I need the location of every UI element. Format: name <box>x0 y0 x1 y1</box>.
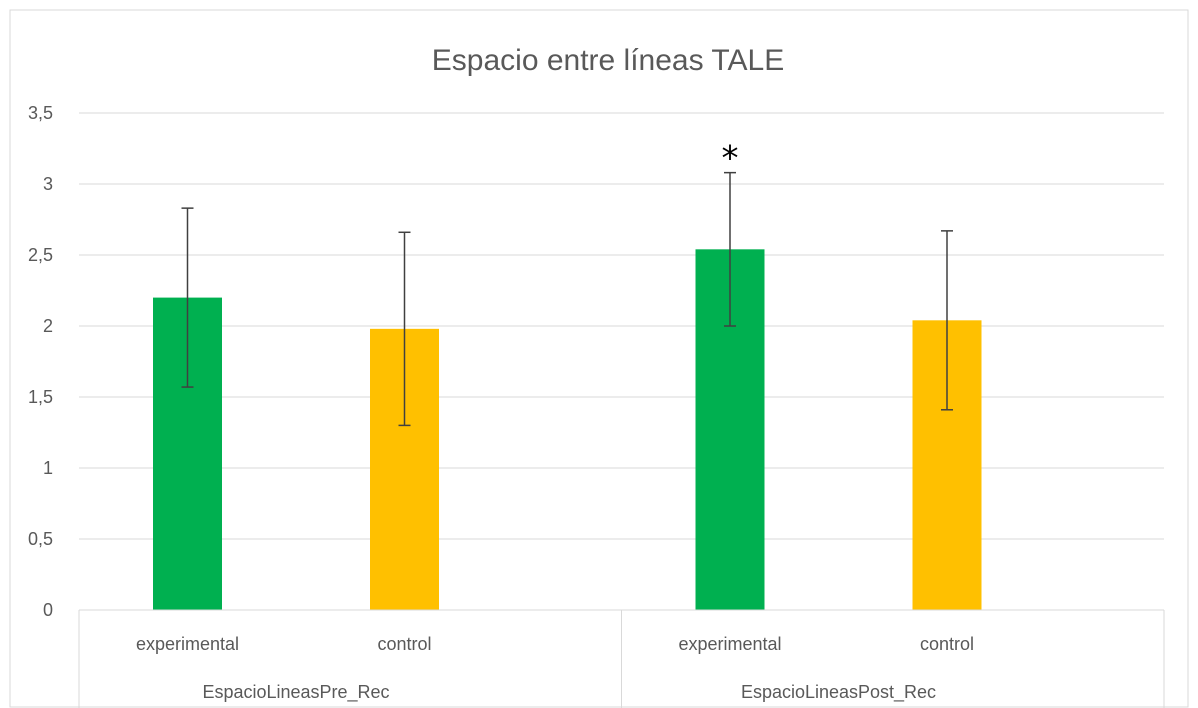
x-axis-labels: experimental control EspacioLineasPre_Rec *… <box>136 139 974 703</box>
y-tick-label: 0 <box>43 600 53 620</box>
error-bars <box>181 171 953 427</box>
x-group-label: EspacioLineasPre_Rec <box>202 682 389 703</box>
y-tick-label: 0,5 <box>28 529 53 549</box>
bars <box>153 249 982 610</box>
significance-marker: * <box>722 139 739 179</box>
y-tick-label: 1 <box>43 458 53 478</box>
x-group-label: EspacioLineasPost_Rec <box>741 682 936 703</box>
x-category-label: experimental <box>136 634 239 654</box>
y-tick-label: 2,5 <box>28 245 53 265</box>
x-category-label: control <box>920 634 974 654</box>
x-category-label: control <box>377 634 431 654</box>
y-tick-label: 3 <box>43 174 53 194</box>
y-tick-label: 1,5 <box>28 387 53 407</box>
gridlines <box>79 112 1164 540</box>
x-category-label: experimental <box>678 634 781 654</box>
y-tick-label: 3,5 <box>28 103 53 123</box>
x-axis <box>78 609 1165 708</box>
y-tick-label: 2 <box>43 316 53 336</box>
chart-title: Espacio entre líneas TALE <box>432 44 784 77</box>
y-axis-ticks: 0 0,5 1 1,5 2 2,5 3 3,5 <box>28 103 53 620</box>
